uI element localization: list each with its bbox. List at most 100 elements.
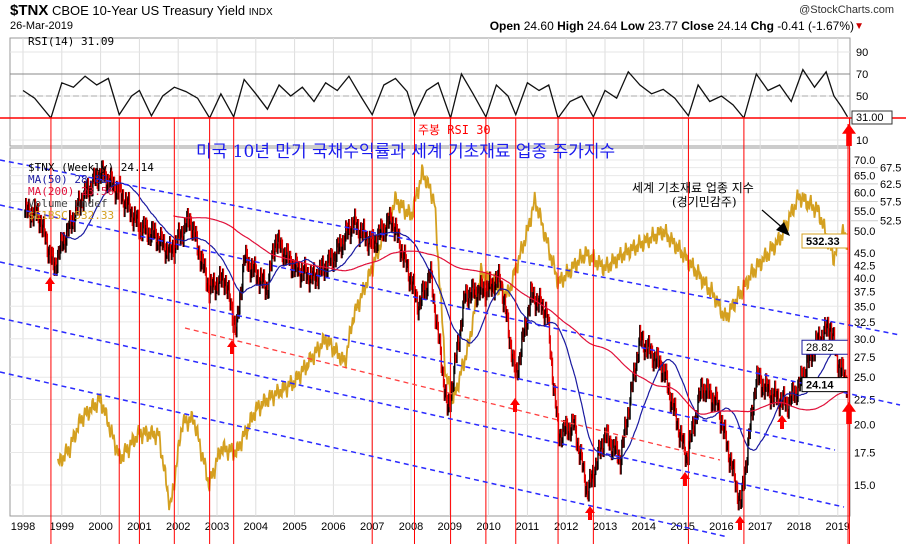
price-tick-label: 22.5: [854, 394, 875, 406]
price-tick-label: 20.0: [854, 419, 875, 431]
materials-index-line: [57, 164, 849, 511]
note-arrowhead-icon: [776, 222, 790, 236]
rsi-legend: RSI(14) 31.09: [28, 35, 114, 48]
ohlc-readout: Open 24.60 High 24.64 Low 23.77 Close 24…: [490, 19, 854, 33]
price-panel-frame: [9, 147, 851, 517]
x-tick-label: 1999: [50, 521, 74, 533]
x-tick-label: 2010: [476, 521, 500, 533]
mid-channel-line: [184, 327, 721, 461]
down-triangle-icon: ▼: [854, 21, 864, 32]
x-tick-label: 2018: [787, 521, 811, 533]
x-tick-label: 2016: [709, 521, 733, 533]
up-arrow-icon: [45, 277, 55, 291]
symbol: $TNX: [10, 2, 49, 19]
price-tick-label: 27.5: [854, 352, 875, 364]
price-tick-label: 65.0: [854, 171, 875, 183]
rsi-line: [22, 68, 849, 121]
up-arrow-icon: [842, 124, 856, 146]
ma200-line: [173, 215, 848, 415]
high-value: 24.64: [587, 19, 618, 33]
price-tick-label: 25.0: [854, 372, 875, 384]
tnx-legend: $TNX (Weekly) 24.14: [28, 161, 154, 174]
high-label: High: [557, 19, 584, 33]
materials-note: 세계 기초재료 업종 지수: [632, 181, 754, 195]
x-tick-label: 2013: [593, 521, 617, 533]
close-value: 24.14: [717, 19, 748, 33]
tnx-close-value-label: 24.14: [806, 380, 834, 392]
trend-channel-line: [0, 371, 729, 538]
chart-date: 26-Mar-2019: [10, 20, 73, 32]
ma200-legend: MA(200) 23.56: [28, 185, 114, 198]
rsi-value-label: 31.00: [856, 112, 884, 124]
up-arrow-icon: [585, 506, 595, 520]
close-label: Close: [681, 19, 714, 33]
chart-title: $TNX CBOE 10-Year US Treasury Yield INDX: [10, 2, 273, 19]
price-tick-label: 52.5: [880, 216, 901, 228]
up-arrow-icon: [510, 398, 520, 412]
materials-note-sub: (경기민감주): [672, 195, 737, 209]
price-tick-label: 17.5: [854, 448, 875, 460]
volume-legend: Volume undef: [28, 197, 107, 210]
x-tick-label: 2014: [632, 521, 656, 533]
x-tick-label: 2005: [282, 521, 306, 533]
chg-label: Chg: [750, 19, 774, 33]
materials-value-label: 532.33: [806, 236, 840, 248]
watermark: @StockCharts.com: [799, 4, 894, 16]
rsi-tick-label: 10: [856, 135, 868, 147]
price-tick-label: 62.5: [880, 179, 901, 191]
price-tick-label: 57.5: [880, 197, 901, 209]
up-arrow-icon: [227, 340, 237, 354]
rsi-tick-label: 90: [856, 47, 868, 59]
chart-header: $TNX CBOE 10-Year US Treasury Yield INDX…: [0, 0, 906, 36]
x-tick-label: 2009: [438, 521, 462, 533]
x-tick-label: 1998: [11, 521, 35, 533]
trend-channel-line: [0, 317, 845, 508]
x-tick-label: 2002: [166, 521, 190, 533]
open-label: Open: [489, 19, 521, 33]
x-tick-label: 2017: [748, 521, 772, 533]
x-tick-label: 2012: [554, 521, 578, 533]
x-tick-label: 2019: [826, 521, 850, 533]
annotation-title: 미국 10년 만기 국채수익률과 세계 기초재료 업종 주가지수: [196, 142, 615, 162]
security-name: CBOE 10-Year US Treasury Yield: [51, 3, 246, 18]
price-tick-label: 50.0: [854, 226, 875, 238]
price-tick-label: 37.5: [854, 287, 875, 299]
price-tick-label: 60.0: [854, 188, 875, 200]
up-arrow-icon: [777, 415, 787, 429]
price-tick-label: 45.0: [854, 248, 875, 260]
ma50-line: [61, 182, 848, 460]
trend-channel-line: [0, 204, 901, 406]
x-tick-label: 2003: [205, 521, 229, 533]
price-tick-label: 67.5: [880, 163, 901, 175]
price-tick-label: 42.5: [854, 260, 875, 272]
x-tick-label: 2011: [516, 521, 540, 533]
x-tick-label: 2006: [321, 521, 345, 533]
price-tick-label: 15.0: [854, 480, 875, 492]
price-tick-label: 70.0: [854, 155, 875, 167]
rsi-value-box: [851, 110, 893, 125]
exchange: INDX: [248, 7, 273, 18]
rsi-panel-frame: [9, 37, 851, 147]
ma50-legend: MA(50) 28.82: [28, 173, 107, 186]
x-tick-label: 2000: [88, 521, 112, 533]
price-tick-label: 30.0: [854, 334, 875, 346]
open-value: 24.60: [523, 19, 554, 33]
chg-value: -0.41 (-1.67%): [777, 19, 854, 33]
up-arrow-icon: [735, 516, 745, 530]
rsi-note: 주봉 RSI 30: [418, 123, 491, 137]
trend-channel-line: [0, 261, 836, 451]
x-tick-label: 2008: [399, 521, 423, 533]
price-tick-label: 32.5: [854, 317, 875, 329]
rsi-tick-label: 50: [856, 91, 868, 103]
materials-legend: $E1BSC 532.33: [28, 209, 114, 222]
price-tick-label: 55.0: [854, 206, 875, 218]
ma50-value-label: 28.82: [806, 342, 834, 354]
x-tick-label: 2004: [244, 521, 268, 533]
low-label: Low: [620, 19, 645, 33]
up-arrow-icon: [680, 472, 690, 486]
up-arrow-icon: [842, 402, 856, 424]
rsi-tick-label: 70: [856, 69, 868, 81]
price-tick-label: 40.0: [854, 273, 875, 285]
low-value: 23.77: [647, 19, 678, 33]
